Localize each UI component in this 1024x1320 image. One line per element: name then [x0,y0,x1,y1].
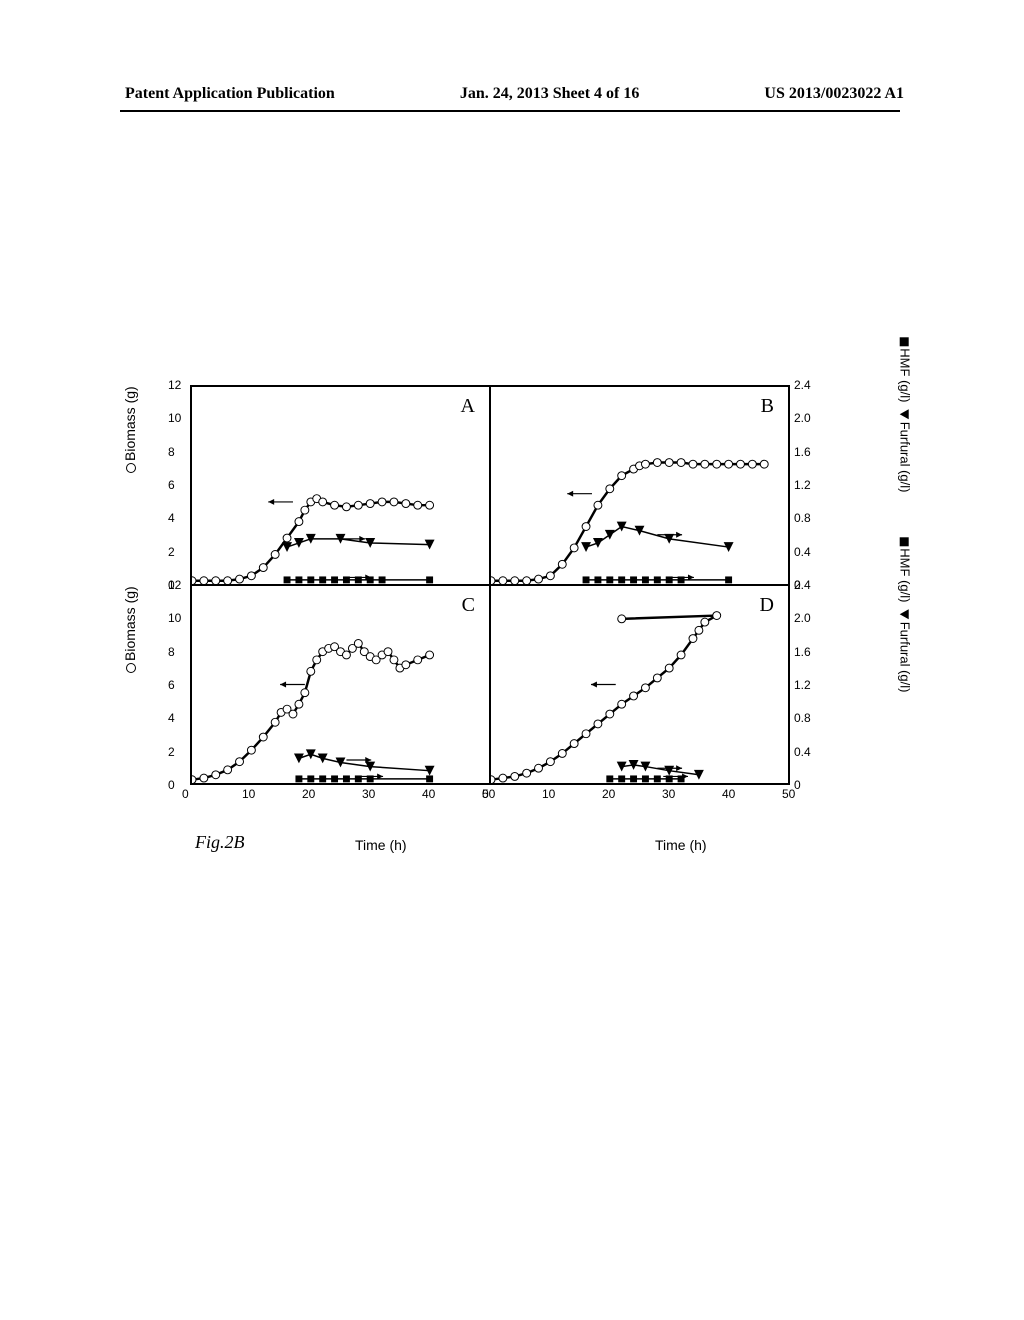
circle-marker-icon [126,463,136,473]
y-right-tick: 0.8 [794,511,811,525]
x-tick: 30 [662,787,675,801]
x-axis-label-right: Time (h) [655,837,707,853]
y-left-tick: 2 [168,545,186,559]
triangle-marker-icon [899,610,908,620]
square-marker-icon [899,337,908,346]
header-divider [120,110,900,112]
y-left-tick: 12 [168,578,186,592]
x-tick: 40 [722,787,735,801]
chart-d [491,586,788,783]
y-left-axis-label-top: Biomass (g) [122,386,138,473]
y-left-tick: 10 [168,411,186,425]
header-right: US 2013/0023022 A1 [764,85,904,103]
x-tick: 10 [542,787,555,801]
y-right-tick: 2.0 [794,611,811,625]
circle-marker-icon [126,663,136,673]
y-right-tick: 2.4 [794,378,811,392]
x-tick: 0 [482,787,489,801]
figure-label: Fig.2B [195,832,245,853]
chart-a [192,387,489,584]
panel-b: B [490,386,789,585]
y-left-tick: 4 [168,711,186,725]
y-left-axis-label-bottom: Biomass (g) [122,586,138,673]
panel-c: C [191,585,490,784]
header-left: Patent Application Publication [125,85,335,103]
y-left-tick: 8 [168,645,186,659]
triangle-marker-icon [899,410,908,420]
x-tick: 20 [602,787,615,801]
y-right-tick: 1.2 [794,478,811,492]
y-right-tick: 1.6 [794,645,811,659]
y-left-tick: 2 [168,745,186,759]
y-right-tick: 0.4 [794,545,811,559]
x-tick: 50 [782,787,795,801]
y-right-tick: 1.6 [794,445,811,459]
y-left-tick: 6 [168,678,186,692]
y-left-tick: 12 [168,378,186,392]
x-axis-label-left: Time (h) [355,837,407,853]
x-tick: 30 [362,787,375,801]
y-right-axis-label-bottom: HMF (g/l) Furfural (g/l) [898,537,913,692]
y-right-tick: 0.4 [794,745,811,759]
chart-b [491,387,788,584]
y-right-tick: 1.2 [794,678,811,692]
x-tick: 0 [182,787,189,801]
y-right-tick: 0.8 [794,711,811,725]
square-marker-icon [899,537,908,546]
figure-2b: Biomass (g) Biomass (g) HMF (g/l) Furfur… [140,385,890,815]
x-tick: 20 [302,787,315,801]
y-left-tick: 8 [168,445,186,459]
x-tick: 40 [422,787,435,801]
header-center: Jan. 24, 2013 Sheet 4 of 16 [460,85,640,103]
y-right-axis-label-top: HMF (g/l) Furfural (g/l) [898,337,913,492]
y-left-tick: 6 [168,478,186,492]
chart-c [192,586,489,783]
panel-d: D [490,585,789,784]
y-right-tick: 2.0 [794,411,811,425]
y-right-tick: 2.4 [794,578,811,592]
page-header: Patent Application Publication Jan. 24, … [0,85,1024,103]
panel-a: A [191,386,490,585]
y-left-tick: 4 [168,511,186,525]
y-left-tick: 10 [168,611,186,625]
x-tick: 10 [242,787,255,801]
panel-grid: A B C D [190,385,790,785]
